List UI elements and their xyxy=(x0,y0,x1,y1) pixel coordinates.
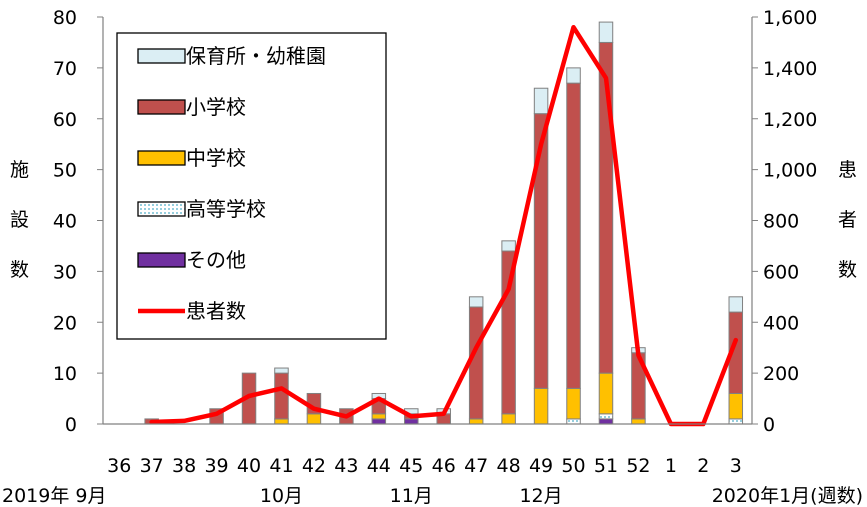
x-group-label: 12月 xyxy=(519,485,562,507)
y-left-tick-label: 70 xyxy=(53,58,77,80)
y-left-tick-label: 50 xyxy=(53,160,77,182)
line-layer xyxy=(149,24,739,427)
bar-48-series-2 xyxy=(501,413,516,425)
bar-47-series-2 xyxy=(468,418,484,425)
y-right-tick-label: 1,000 xyxy=(763,160,817,182)
y-right-tick-label: 600 xyxy=(763,261,799,283)
bar-50-series-2 xyxy=(566,387,581,420)
x-group-label: 11月 xyxy=(390,485,433,507)
x-tick-label-44: 44 xyxy=(367,455,391,477)
y-right-tick-label: 800 xyxy=(763,211,799,233)
legend-label-0: 保育所・幼稚園 xyxy=(186,44,326,68)
legend-swatch-0 xyxy=(137,48,186,64)
y-right-axis-label-char: 患 xyxy=(838,159,857,181)
y-right-tick-label: 1,600 xyxy=(763,7,817,29)
y-left-tick-label: 80 xyxy=(53,7,77,29)
y-right-tick-label: 1,400 xyxy=(763,58,817,80)
x-tick-label-50: 50 xyxy=(561,455,585,477)
x-tick-label-37: 37 xyxy=(140,455,164,477)
x-tick-label-47: 47 xyxy=(464,455,488,477)
bar-41-series-4 xyxy=(274,367,289,374)
x-tick-label-1: 1 xyxy=(665,455,677,477)
legend-label-4: その他 xyxy=(186,248,246,272)
x-tick-label-48: 48 xyxy=(497,455,521,477)
x-tick-label-41: 41 xyxy=(269,455,293,477)
legend-swatch-3 xyxy=(137,201,186,217)
bar-3-series-1 xyxy=(728,418,744,425)
bar-49-series-3 xyxy=(533,113,549,389)
legend-label-1: 小学校 xyxy=(186,95,246,119)
y-right-tick-label: 0 xyxy=(763,414,775,436)
bars-layer xyxy=(144,21,744,425)
bar-48-series-4 xyxy=(501,240,516,252)
y-left-tick-label: 60 xyxy=(53,109,77,131)
y-left-tick-label: 0 xyxy=(65,414,77,436)
bar-41-series-3 xyxy=(274,372,289,420)
x-tick-label-43: 43 xyxy=(334,455,358,477)
bar-41-series-2 xyxy=(274,418,289,425)
x-group-label: 10月 xyxy=(260,485,303,507)
legend-swatch-2 xyxy=(137,150,186,166)
bar-51-series-1 xyxy=(598,413,614,420)
bar-49-series-4 xyxy=(533,87,549,115)
y-right-axis-label-char: 数 xyxy=(838,259,857,281)
legend-label-3: 高等学校 xyxy=(186,197,266,221)
x-tick-label-2: 2 xyxy=(697,455,709,477)
bar-51-series-4 xyxy=(598,21,614,43)
y-right-tick-label: 400 xyxy=(763,312,799,334)
y-left-axis-label-char: 数 xyxy=(10,259,29,281)
x-tick-label-42: 42 xyxy=(302,455,326,477)
bar-52-series-2 xyxy=(631,418,646,425)
legend-label-5: 患者数 xyxy=(186,299,246,323)
bar-47-series-4 xyxy=(468,296,484,308)
bar-44-series-2 xyxy=(371,413,387,420)
legend-swatch-1 xyxy=(137,99,186,115)
y-left-axis-label-char: 施 xyxy=(10,159,29,181)
bar-42-series-2 xyxy=(306,413,322,425)
bar-50-series-1 xyxy=(566,418,581,425)
bar-3-series-2 xyxy=(728,392,744,420)
x-tick-label-51: 51 xyxy=(594,455,618,477)
bar-50-series-3 xyxy=(566,82,581,389)
x-group-label: 2020年1月(週数) xyxy=(712,485,863,507)
y-right-tick-label: 1,200 xyxy=(763,109,817,131)
legend-label-2: 中学校 xyxy=(186,146,246,170)
x-tick-label-39: 39 xyxy=(204,455,228,477)
legend-box xyxy=(116,32,387,340)
x-tick-label-45: 45 xyxy=(399,455,423,477)
y-left-tick-label: 30 xyxy=(53,261,77,283)
axes-layer: 0102030405060708002004006008001,0001,200… xyxy=(2,7,863,507)
y-right-axis-label-char: 者 xyxy=(838,209,857,231)
x-group-label: 2019年 9月 xyxy=(2,485,106,507)
x-tick-label-49: 49 xyxy=(529,455,553,477)
y-left-tick-label: 20 xyxy=(53,312,77,334)
y-left-tick-label: 40 xyxy=(53,211,77,233)
bar-51-series-2 xyxy=(598,372,614,415)
x-tick-label-52: 52 xyxy=(626,455,650,477)
x-tick-label-40: 40 xyxy=(237,455,261,477)
bar-45-series-0 xyxy=(404,418,419,425)
bar-47-series-3 xyxy=(468,306,484,420)
y-left-tick-label: 10 xyxy=(53,363,77,385)
x-tick-label-36: 36 xyxy=(107,455,131,477)
bar-50-series-4 xyxy=(566,67,581,84)
x-tick-label-38: 38 xyxy=(172,455,196,477)
bar-49-series-2 xyxy=(533,387,549,425)
legend-swatch-4 xyxy=(137,252,186,268)
x-tick-label-46: 46 xyxy=(432,455,456,477)
x-tick-label-3: 3 xyxy=(730,455,742,477)
bar-44-series-0 xyxy=(371,418,387,425)
y-right-tick-label: 200 xyxy=(763,363,799,385)
bar-3-series-4 xyxy=(728,296,744,313)
bar-51-series-0 xyxy=(598,418,614,425)
y-left-axis-label-char: 設 xyxy=(10,209,29,231)
